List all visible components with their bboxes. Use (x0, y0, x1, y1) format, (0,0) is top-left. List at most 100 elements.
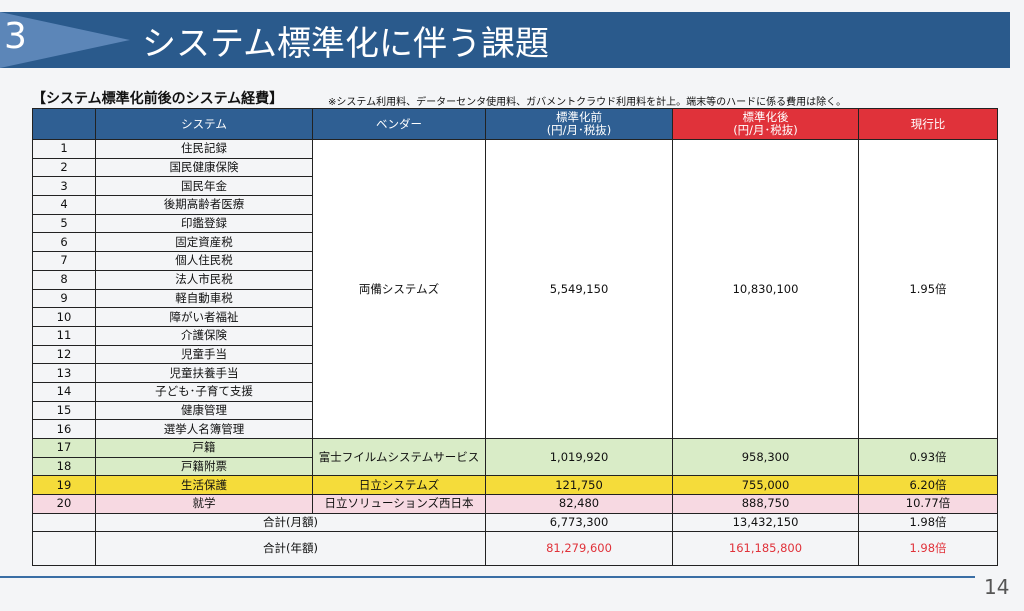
header-cell: ベンダー (312, 108, 486, 140)
system-name: 戸籍附票 (95, 456, 313, 477)
row-number: 6 (32, 232, 96, 253)
table-row: 13 児童扶養手当 (32, 363, 998, 383)
row-number: 19 (32, 475, 96, 496)
table-row: 14 子ども･子育て支援 (32, 381, 998, 402)
group-after: 958,300 (672, 437, 859, 477)
table-row: 20 就学 日立ソリューションズ西日本 82,480 888,750 10.77倍 (32, 494, 998, 514)
group-before: 5,549,150 (485, 139, 673, 439)
header-row: システム ベンダー 標準化前 (円/月･税抜) 標準化後 (円/月･税抜) 現行比 (32, 108, 998, 140)
system-name: 後期高齢者医療 (95, 195, 313, 215)
page-number: 14 (984, 575, 1010, 599)
header-text: (円/月･税抜) (733, 123, 798, 137)
row-number: 12 (32, 344, 96, 365)
section-number: 3 (4, 16, 27, 57)
row-number: 7 (32, 251, 96, 271)
group-after: 10,830,100 (672, 139, 859, 439)
table-row: 12 児童手当 (32, 344, 998, 365)
header-cell: システム (95, 108, 313, 140)
header-cell: 現行比 (858, 108, 998, 140)
header-bar (0, 12, 1010, 68)
section-note: ※システム利用料、データーセンタ使用料、ガバメントクラウド利用料を計上。端末等の… (328, 97, 847, 108)
table-row: 10 障がい者福祉 (32, 307, 998, 327)
table-row: 17 戸籍 富士フイルムシステムサービス 1,019,920 958,300 0.93倍 (32, 437, 998, 477)
system-name: 軽自動車税 (95, 288, 313, 309)
group-ratio: 10.77倍 (858, 494, 998, 514)
row-number: 20 (32, 494, 96, 514)
group-after: 755,000 (672, 475, 859, 496)
row-number: 15 (32, 400, 96, 421)
total-after: 161,185,800 (672, 531, 859, 567)
system-name: 就学 (95, 494, 313, 514)
group-ratio: 6.20倍 (858, 475, 998, 496)
total-before: 6,773,300 (485, 512, 673, 533)
row-number: 18 (32, 456, 96, 477)
total-before: 81,279,600 (485, 531, 673, 567)
table-row: 8 法人市民税 (32, 269, 998, 290)
header-cell: 標準化後 (円/月･税抜) (672, 108, 859, 140)
total-ratio: 1.98倍 (858, 531, 998, 567)
system-name: 住民記録 (95, 139, 313, 159)
row-number: 14 (32, 381, 96, 402)
group-vendor: 日立ソリューションズ西日本 (312, 494, 486, 514)
group-before: 121,750 (485, 475, 673, 496)
section-title: 【システム標準化前後のシステム経費】 (32, 91, 284, 107)
total-label: 合計(月額) (95, 512, 486, 533)
system-name: 国民年金 (95, 176, 313, 197)
cost-table: システム ベンダー 標準化前 (円/月･税抜) 標準化後 (円/月･税抜) 現行比 … (32, 108, 998, 567)
total-label: 合計(年額) (95, 531, 486, 567)
system-name: 健康管理 (95, 400, 313, 421)
row-number: 1 (32, 139, 96, 159)
header-chevron (0, 12, 130, 68)
system-name: 個人住民税 (95, 251, 313, 271)
total-ratio: 1.98倍 (858, 512, 998, 533)
page-title: システム標準化に伴う課題 (142, 24, 549, 64)
total-after: 13,432,150 (672, 512, 859, 533)
row-number: 17 (32, 438, 96, 458)
system-name: 児童手当 (95, 344, 313, 365)
total-blank (32, 531, 96, 567)
total-blank (32, 512, 96, 533)
system-name: 戸籍 (95, 438, 313, 458)
table-row: 1 住民記録 両備システムズ 5,549,150 10,830,100 1.95倍 (32, 139, 998, 439)
system-name: 介護保険 (95, 325, 313, 346)
total-row: 合計(月額) 6,773,300 13,432,150 1.98倍 (32, 512, 998, 533)
group-before: 82,480 (485, 494, 673, 514)
row-number: 5 (32, 213, 96, 234)
system-name: 国民健康保険 (95, 157, 313, 178)
table-row: 19 生活保護 日立システムズ 121,750 755,000 6.20倍 (32, 475, 998, 496)
row-number: 9 (32, 288, 96, 309)
group-before: 1,019,920 (485, 437, 673, 477)
footer-rule (0, 576, 975, 578)
group-ratio: 0.93倍 (858, 437, 998, 477)
header-cell (32, 108, 96, 140)
system-name: 印鑑登録 (95, 213, 313, 234)
system-name: 子ども･子育て支援 (95, 381, 313, 402)
group-vendor: 日立システムズ (312, 475, 486, 496)
row-number: 2 (32, 157, 96, 178)
system-name: 固定資産税 (95, 232, 313, 253)
system-name: 児童扶養手当 (95, 363, 313, 383)
group-vendor: 富士フイルムシステムサービス (312, 437, 486, 477)
row-number: 11 (32, 325, 96, 346)
table-row: 15 健康管理 (32, 400, 998, 421)
header-text: (円/月･税抜) (546, 123, 612, 137)
row-number: 10 (32, 307, 96, 327)
header-text: 標準化後 (742, 110, 789, 124)
row-number: 4 (32, 195, 96, 215)
row-number: 3 (32, 176, 96, 197)
row-number: 16 (32, 419, 96, 439)
header-text: 標準化前 (556, 110, 602, 124)
system-name: 選挙人名簿管理 (95, 419, 313, 439)
row-number: 13 (32, 363, 96, 383)
table-row: 5 印鑑登録 (32, 213, 998, 234)
total-row: 合計(年額) 81,279,600 161,185,800 1.98倍 (32, 531, 998, 567)
group-after: 888,750 (672, 494, 859, 514)
header-cell: 標準化前 (円/月･税抜) (485, 108, 673, 140)
system-name: 障がい者福祉 (95, 307, 313, 327)
table-row: 11 介護保険 (32, 325, 998, 346)
group-vendor: 両備システムズ (312, 139, 486, 439)
system-name: 法人市民税 (95, 269, 313, 290)
group-ratio: 1.95倍 (858, 139, 998, 439)
system-name: 生活保護 (95, 475, 313, 496)
